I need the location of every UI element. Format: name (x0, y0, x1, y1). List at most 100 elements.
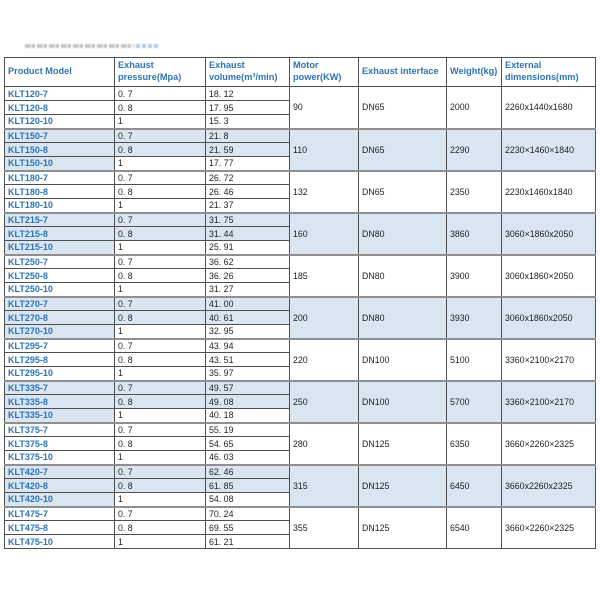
cell-model: KLT180-8 (4, 184, 115, 199)
cell-volume: 54. 65 (205, 436, 290, 451)
cell-dimensions: 3060x1860x2050 (501, 295, 596, 339)
cell-model: KLT420-8 (4, 478, 115, 493)
cell-pressure: 0. 7 (114, 463, 206, 479)
cell-exhaust-interface: DN65 (358, 127, 447, 171)
table-row: KLT375-7 0. 7 55. 19 280 DN125 6350 3660×2260×… (4, 421, 596, 465)
col-header-exhaust-volume: Exhaust volume(m³/min) (205, 57, 290, 87)
cell-pressure: 0. 8 (114, 478, 206, 493)
cell-dimensions: 3060×1860x2050 (501, 211, 596, 255)
cell-exhaust-interface: DN100 (358, 379, 447, 423)
smudge-blue-segment (136, 43, 158, 48)
cell-dimensions: 2230×1460×1840 (501, 127, 596, 171)
cell-pressure: 0. 7 (114, 86, 206, 101)
cell-motor-power: 355 (289, 505, 359, 549)
cell-exhaust-interface: DN65 (358, 169, 447, 213)
cell-weight: 6450 (446, 463, 502, 507)
cell-model: KLT250-7 (4, 253, 115, 269)
cell-model: KLT180-10 (4, 198, 115, 213)
cell-pressure: 1 (114, 408, 206, 423)
cell-exhaust-interface: DN80 (358, 211, 447, 255)
cell-volume: 36. 26 (205, 268, 290, 283)
table-row: KLT120-8 0. 8 17. 95 (4, 100, 596, 115)
cell-weight: 2290 (446, 127, 502, 171)
cell-model: KLT215-7 (4, 211, 115, 227)
col-header-external-dimensions: External dimensions(mm) (501, 57, 596, 87)
cell-weight: 2000 (446, 86, 502, 129)
cell-model: KLT420-7 (4, 463, 115, 479)
cell-dimensions: 3360×2100×2170 (501, 379, 596, 423)
cell-pressure: 0. 7 (114, 337, 206, 353)
cell-volume: 62. 46 (205, 463, 290, 479)
cell-motor-power: 250 (289, 379, 359, 423)
table-row: KLT420-7 0. 7 62. 46 315 DN125 6450 3660x2260x… (4, 463, 596, 507)
cell-exhaust-interface: DN125 (358, 505, 447, 549)
cell-pressure: 0. 8 (114, 436, 206, 451)
cell-volume: 26. 72 (205, 169, 290, 185)
cell-model: KLT270-8 (4, 310, 115, 325)
cell-motor-power: 220 (289, 337, 359, 381)
table-row: KLT420-10 1 54. 08 (4, 492, 596, 507)
cell-pressure: 0. 8 (114, 394, 206, 409)
table-row: KLT475-10 1 61. 21 (4, 534, 596, 549)
cell-exhaust-interface: DN125 (358, 421, 447, 465)
cell-model: KLT120-7 (4, 86, 115, 101)
cell-volume: 40. 18 (205, 408, 290, 423)
cell-pressure: 1 (114, 240, 206, 255)
cell-exhaust-interface: DN65 (358, 86, 447, 129)
cell-motor-power: 185 (289, 253, 359, 297)
cell-model: KLT375-7 (4, 421, 115, 437)
cell-pressure: 0. 8 (114, 310, 206, 325)
table-row: KLT180-10 1 21. 37 (4, 198, 596, 213)
cell-model: KLT215-10 (4, 240, 115, 255)
cell-motor-power: 132 (289, 169, 359, 213)
cell-volume: 55. 19 (205, 421, 290, 437)
cell-motor-power: 160 (289, 211, 359, 255)
cell-volume: 36. 62 (205, 253, 290, 269)
cell-volume: 69. 55 (205, 520, 290, 535)
cell-motor-power: 200 (289, 295, 359, 339)
cell-model: KLT420-10 (4, 492, 115, 507)
table-row: KLT180-7 0. 7 26. 72 132 DN65 2350 2230x1460x1… (4, 169, 596, 213)
cell-motor-power: 110 (289, 127, 359, 171)
cell-pressure: 1 (114, 114, 206, 129)
cell-model: KLT270-10 (4, 324, 115, 339)
cell-pressure: 0. 8 (114, 142, 206, 157)
table-row: KLT215-8 0. 8 31. 44 (4, 226, 596, 241)
table-row: KLT215-7 0. 7 31. 75 160 DN80 3860 3060×1860x2… (4, 211, 596, 255)
cell-pressure: 0. 8 (114, 226, 206, 241)
cell-model: KLT180-7 (4, 169, 115, 185)
cell-dimensions: 3660×2260×2325 (501, 505, 596, 549)
table-row: KLT335-7 0. 7 49. 57 250 DN100 5700 3360×2100×… (4, 379, 596, 423)
cell-pressure: 0. 8 (114, 184, 206, 199)
cell-volume: 49. 08 (205, 394, 290, 409)
col-header-weight: Weight(kg) (446, 57, 502, 87)
cell-volume: 61. 21 (205, 534, 290, 549)
cell-volume: 40. 61 (205, 310, 290, 325)
cell-pressure: 0. 8 (114, 352, 206, 367)
cell-volume: 18. 12 (205, 86, 290, 101)
cell-pressure: 0. 7 (114, 505, 206, 521)
cell-volume: 32. 95 (205, 324, 290, 339)
smudge-gray-segment (25, 43, 134, 48)
cell-pressure: 0. 7 (114, 379, 206, 395)
cell-dimensions: 3360×2100×2170 (501, 337, 596, 381)
cell-model: KLT120-10 (4, 114, 115, 129)
cell-volume: 61. 85 (205, 478, 290, 493)
cell-model: KLT250-8 (4, 268, 115, 283)
cell-model: KLT120-8 (4, 100, 115, 115)
cell-exhaust-interface: DN80 (358, 295, 447, 339)
cell-pressure: 0. 8 (114, 100, 206, 115)
table-row: KLT250-8 0. 8 36. 26 (4, 268, 596, 283)
cell-pressure: 1 (114, 198, 206, 213)
cell-motor-power: 280 (289, 421, 359, 465)
table-row: KLT150-8 0. 8 21. 59 (4, 142, 596, 157)
cell-model: KLT375-10 (4, 450, 115, 465)
cell-weight: 6540 (446, 505, 502, 549)
cell-dimensions: 3060x1860×2050 (501, 253, 596, 297)
cell-pressure: 0. 8 (114, 268, 206, 283)
cell-model: KLT375-8 (4, 436, 115, 451)
col-header-product-model: Product Model (4, 57, 115, 87)
table-row: KLT295-10 1 35. 97 (4, 366, 596, 381)
table-row: KLT120-7 0. 7 18. 12 90 DN65 2000 2260x1440x16… (4, 86, 596, 129)
cell-exhaust-interface: DN100 (358, 337, 447, 381)
